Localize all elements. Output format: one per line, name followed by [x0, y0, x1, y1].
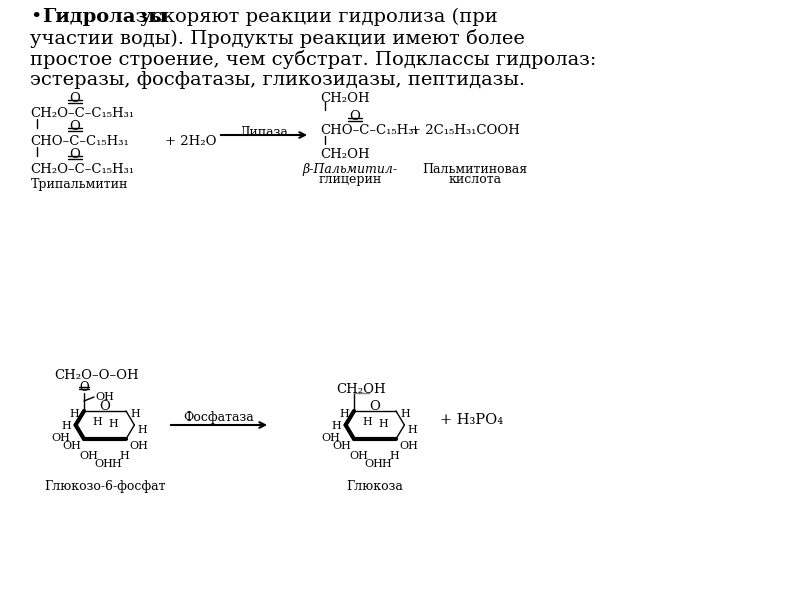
Text: OH: OH [52, 433, 70, 443]
Text: H: H [407, 425, 417, 435]
Text: Глюкозо-6-фосфат: Глюкозо-6-фосфат [44, 480, 166, 493]
Text: OH: OH [399, 441, 418, 451]
Text: OH: OH [62, 441, 81, 451]
Text: OH: OH [364, 459, 383, 469]
Text: H: H [378, 419, 388, 429]
Text: H: H [138, 425, 147, 435]
Text: OH: OH [332, 441, 351, 451]
Text: CH₂O–O–OH: CH₂O–O–OH [54, 369, 138, 382]
Text: – ускоряют реакции гидролиза (при: – ускоряют реакции гидролиза (при [118, 8, 498, 26]
Text: O: O [70, 148, 81, 161]
Text: Гидролазы: Гидролазы [42, 8, 168, 26]
Text: H: H [339, 409, 349, 419]
Text: H: H [111, 459, 121, 469]
Text: OH: OH [79, 451, 98, 461]
Text: H: H [119, 451, 129, 461]
Text: CHO–C–C₁₅H₃₁: CHO–C–C₁₅H₃₁ [320, 124, 418, 137]
Text: Пальмитиновая: Пальмитиновая [422, 163, 527, 176]
Text: + 2H₂O: + 2H₂O [165, 135, 217, 148]
Text: CH₂O–C–C₁₅H₃₁: CH₂O–C–C₁₅H₃₁ [30, 107, 134, 120]
Text: H: H [332, 421, 342, 431]
Text: CHO–C–C₁₅H₃₁: CHO–C–C₁₅H₃₁ [30, 135, 129, 148]
Text: H: H [70, 409, 79, 419]
Text: H: H [108, 419, 118, 429]
Text: O: O [79, 381, 89, 394]
Text: Липаза: Липаза [239, 126, 289, 139]
Text: H: H [362, 417, 372, 427]
Text: кислота: кислота [449, 173, 502, 186]
Text: CH₂OH: CH₂OH [336, 383, 386, 396]
Text: H: H [400, 409, 410, 419]
Text: + H₃PO₄: + H₃PO₄ [440, 413, 503, 427]
Text: O: O [70, 120, 81, 133]
Text: эстеразы, фосфатазы, гликозидазы, пептидазы.: эстеразы, фосфатазы, гликозидазы, пептид… [30, 71, 525, 89]
Text: H: H [130, 409, 140, 419]
Text: H: H [92, 417, 102, 427]
Text: глицерин: глицерин [318, 173, 382, 186]
Text: O: O [370, 401, 381, 413]
Text: OH: OH [95, 392, 114, 402]
Text: H: H [389, 451, 399, 461]
Text: O: O [99, 401, 110, 413]
Text: O: O [70, 92, 81, 105]
Text: OH: OH [322, 433, 341, 443]
Text: •: • [30, 8, 42, 26]
Text: Фосфатаза: Фосфатаза [184, 411, 254, 424]
Text: OH: OH [94, 459, 113, 469]
Text: CH₂OH: CH₂OH [320, 148, 370, 161]
Text: β-Пальмитил-: β-Пальмитил- [302, 163, 398, 176]
Text: H: H [62, 421, 72, 431]
Text: + 2C₁₅H₃₁COOH: + 2C₁₅H₃₁COOH [410, 124, 520, 137]
Text: OH: OH [350, 451, 369, 461]
Text: Трипальмитин: Трипальмитин [31, 178, 129, 191]
Text: простое строение, чем субстрат. Подклассы гидролаз:: простое строение, чем субстрат. Подкласс… [30, 50, 596, 69]
Text: участии воды). Продукты реакции имеют более: участии воды). Продукты реакции имеют бо… [30, 29, 525, 48]
Text: CH₂O–C–C₁₅H₃₁: CH₂O–C–C₁₅H₃₁ [30, 163, 134, 176]
Text: O: O [350, 110, 361, 123]
Text: Глюкоза: Глюкоза [346, 480, 403, 493]
Text: OH: OH [129, 441, 148, 451]
Text: CH₂OH: CH₂OH [320, 92, 370, 105]
Text: H: H [381, 459, 390, 469]
